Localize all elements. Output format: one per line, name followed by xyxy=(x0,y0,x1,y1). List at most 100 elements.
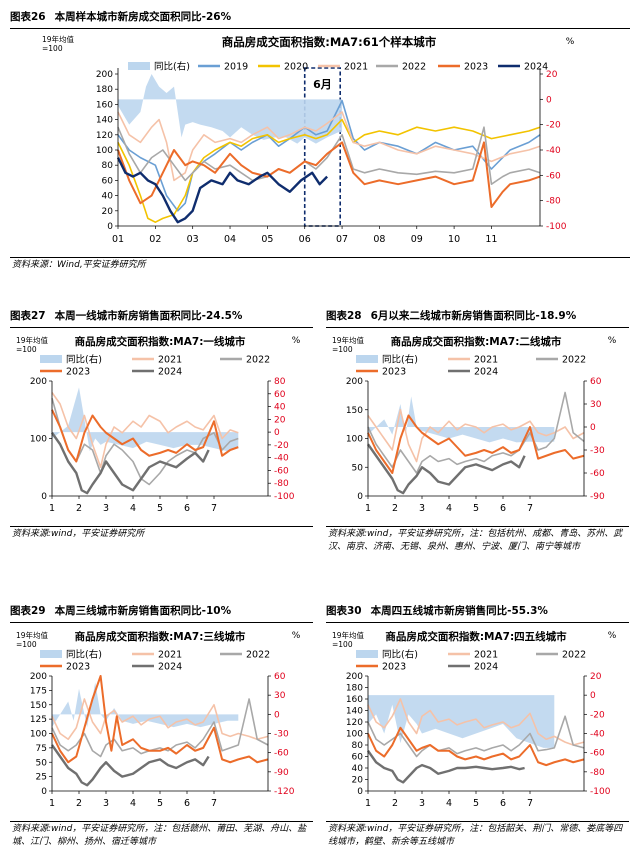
y2-unit-label: % xyxy=(608,336,617,346)
x-tick-label: 01 xyxy=(112,234,124,245)
y2-tick-label: 20 xyxy=(274,415,286,425)
x-tick-label: 4 xyxy=(130,503,136,514)
y-unit-label: =100 xyxy=(16,640,37,649)
figure-label: 图表28 xyxy=(326,310,362,322)
x-tick-label: 3 xyxy=(103,503,109,514)
legend-label: 2023 xyxy=(464,62,488,73)
y-tick-label: 60 xyxy=(102,176,114,186)
x-tick-label: 6 xyxy=(500,503,506,514)
x-tick-label: 07 xyxy=(336,234,348,245)
y2-tick-label: 60 xyxy=(274,672,286,682)
y-tick-label: 25 xyxy=(36,773,47,783)
y2-unit-label: % xyxy=(292,336,301,346)
x-tick-label: 3 xyxy=(103,798,109,809)
y-tick-label: 160 xyxy=(346,695,363,705)
x-tick-label: 6 xyxy=(500,798,506,809)
legend-label: 同比(右) xyxy=(66,649,102,661)
title-rule xyxy=(326,622,629,623)
series-line-2023 xyxy=(367,726,585,767)
legend-swatch xyxy=(40,355,62,363)
y-tick-label: 100 xyxy=(346,730,363,740)
legend-label: 2021 xyxy=(474,355,498,366)
source-rule xyxy=(326,526,629,527)
source-note: 资料来源:wind，平安证券研究所，注：包括杭州、成都、青岛、苏州、武汉、南京、… xyxy=(328,529,623,552)
x-tick-label: 06 xyxy=(299,234,311,245)
figure-label: 图表30 xyxy=(326,605,362,617)
y-tick-label: 80 xyxy=(102,161,114,171)
x-tick-label: 4 xyxy=(446,503,452,514)
legend-label: 2022 xyxy=(246,650,270,661)
y2-tick-label: 80 xyxy=(274,377,286,387)
y-tick-label: 50 xyxy=(36,758,48,768)
title-rule xyxy=(10,28,630,29)
y2-tick-label: 60 xyxy=(274,390,286,400)
y-tick-label: 160 xyxy=(96,100,113,110)
y2-tick-label: -80 xyxy=(546,197,561,207)
y-tick-label: 0 xyxy=(41,492,47,502)
y-tick-label: 100 xyxy=(96,146,113,156)
title-rule xyxy=(10,327,313,328)
y-tick-label: 60 xyxy=(352,753,364,763)
legend-label: 2024 xyxy=(474,367,498,378)
y2-tick-label: -80 xyxy=(590,768,605,778)
legend-label: 2019 xyxy=(224,62,248,73)
source-note: 资料来源:wind，平安证券研究所 xyxy=(12,529,145,539)
series-line-2021 xyxy=(51,698,269,741)
series-line-2021 xyxy=(367,698,585,746)
y2-tick-label: -90 xyxy=(590,492,605,502)
legend-label: 2024 xyxy=(158,662,182,673)
figure-title: 图表28 6月以来二线城市新房销售面积同比-18.9% xyxy=(326,307,576,325)
legend-label: 2024 xyxy=(524,62,548,73)
chart: 商品房成交面积指数:MA7:三线城市19年均值=100%025507510012… xyxy=(16,630,301,809)
x-tick-label: 10 xyxy=(448,234,460,245)
chart-title: 商品房成交面积指数:MA7:二线城市 xyxy=(391,335,562,348)
y-tick-label: 50 xyxy=(352,463,364,473)
figure-title: 图表27 本周一线城市新房销售面积同比-24.5% xyxy=(10,307,242,325)
x-tick-label: 5 xyxy=(157,798,163,809)
y2-tick-label: 20 xyxy=(590,672,602,682)
legend-label: 同比(右) xyxy=(66,354,102,366)
y-tick-label: 20 xyxy=(352,776,364,786)
x-tick-label: 1 xyxy=(365,798,371,809)
x-tick-label: 6 xyxy=(184,503,190,514)
y-tick-label: 75 xyxy=(36,744,47,754)
y-tick-label: 140 xyxy=(346,707,363,717)
chart: 商品房成交面积指数:MA7:61个样本城市19年均值=100%6月0204060… xyxy=(42,34,575,245)
x-tick-label: 08 xyxy=(373,234,385,245)
chart-title: 商品房成交面积指数:MA7:四五线城市 xyxy=(385,630,567,643)
y-tick-label: 140 xyxy=(96,116,113,126)
y2-tick-label: 0 xyxy=(274,710,280,720)
legend-label: 2023 xyxy=(382,662,406,673)
y-tick-label: 0 xyxy=(107,222,113,232)
x-tick-label: 7 xyxy=(527,503,533,514)
y2-tick-label: -60 xyxy=(546,171,561,181)
figure-heading: 本周三线城市新房销售面积同比-10% xyxy=(54,605,232,617)
legend-label: 2022 xyxy=(562,650,586,661)
y-unit-label: 19年均值 xyxy=(332,335,365,345)
x-tick-label: 03 xyxy=(187,234,199,245)
figure-title: 图表29 本周三线城市新房销售面积同比-10% xyxy=(10,602,231,620)
y-unit-label: 19年均值 xyxy=(332,630,365,640)
series-line-2021 xyxy=(51,392,239,469)
y-tick-label: 200 xyxy=(96,70,113,80)
y2-tick-label: 0 xyxy=(590,423,596,433)
series-line-2020 xyxy=(117,118,541,223)
source-note: 资料来源:wind，平安证券研究所，注：包括韶关、荆门、常德、娄底等四线城市，鹤… xyxy=(328,824,623,847)
legend-label: 2024 xyxy=(474,662,498,673)
y2-tick-label: -90 xyxy=(274,768,289,778)
y2-tick-label: -40 xyxy=(546,146,561,156)
y-unit-label: 19年均值 xyxy=(16,335,49,345)
y-tick-label: 120 xyxy=(96,131,113,141)
x-tick-label: 5 xyxy=(473,503,479,514)
y-tick-label: 100 xyxy=(30,435,47,445)
y-tick-label: 120 xyxy=(346,718,363,728)
series-line-2022 xyxy=(367,715,585,758)
y2-tick-label: -120 xyxy=(274,787,295,797)
series-line-2021 xyxy=(117,111,541,182)
legend-label: 同比(右) xyxy=(382,354,418,366)
y2-tick-label: 0 xyxy=(274,428,280,438)
figure-title: 图表30 本周四五线城市新房销售同比-55.3% xyxy=(326,602,548,620)
legend-swatch xyxy=(356,355,378,363)
figure-heading: 6月以来二线城市新房销售面积同比-18.9% xyxy=(370,310,577,322)
